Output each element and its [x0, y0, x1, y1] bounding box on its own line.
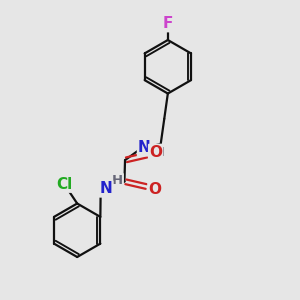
Text: H: H — [154, 146, 165, 160]
Text: Cl: Cl — [57, 177, 73, 192]
Text: F: F — [163, 16, 173, 31]
Text: N: N — [100, 182, 112, 196]
Text: N: N — [138, 140, 151, 155]
Text: O: O — [149, 145, 162, 160]
Text: H: H — [112, 174, 123, 187]
Text: O: O — [148, 182, 162, 197]
